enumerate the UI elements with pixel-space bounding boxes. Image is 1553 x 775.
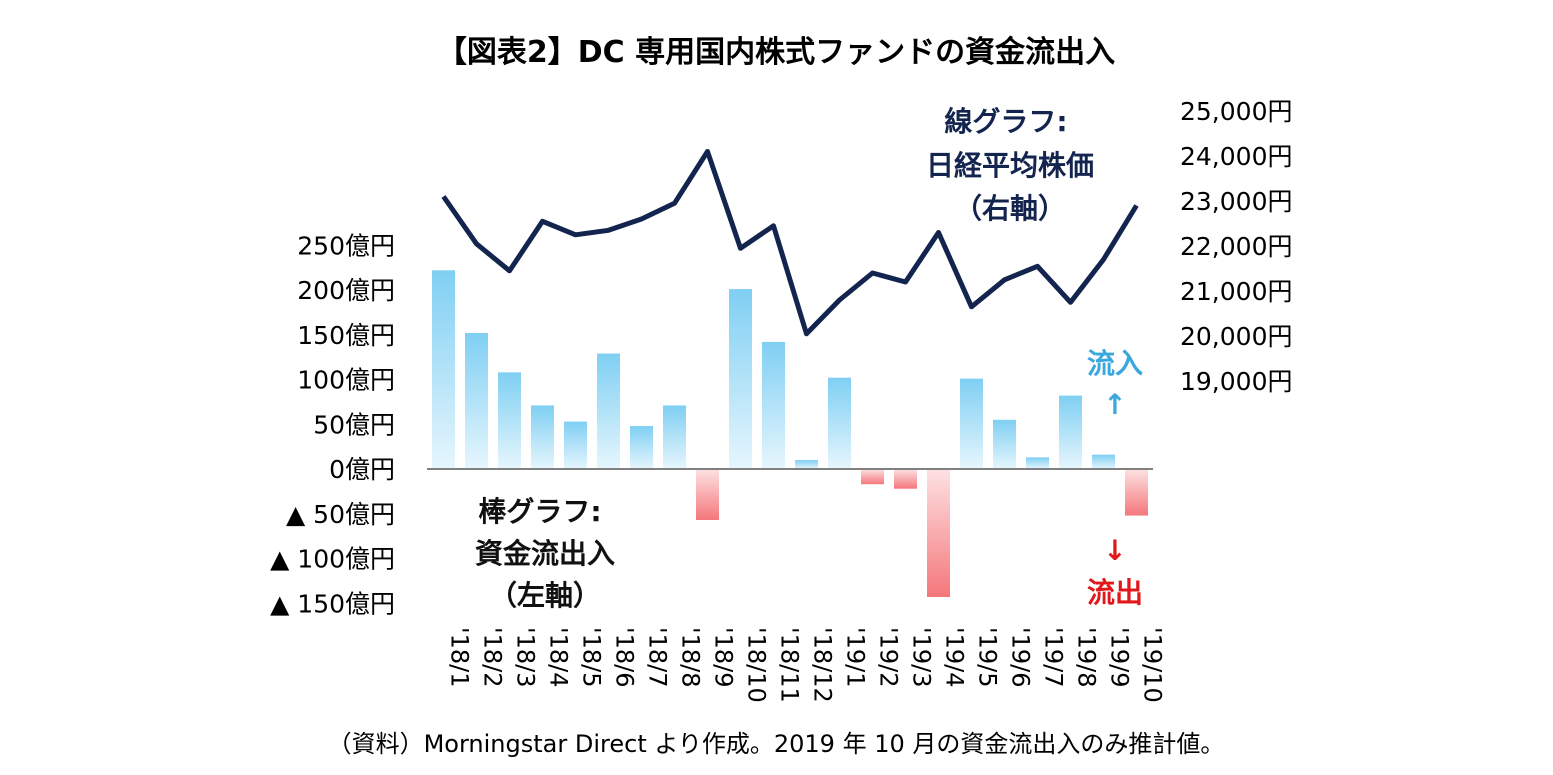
x-tick-label: '18/7 xyxy=(644,627,672,688)
x-tick-label: '18/3 xyxy=(512,627,540,688)
x-tick-label: '19/6 xyxy=(1007,627,1035,688)
left-tick-label: 0億円 xyxy=(329,455,395,484)
bar-inflow xyxy=(432,270,455,469)
bar-inflow xyxy=(531,405,554,469)
bar-inflow xyxy=(1059,395,1082,469)
line-annotation: 線グラフ: 日経平均株価 （右軸） xyxy=(926,105,1094,225)
left-tick-label: 50億円 xyxy=(313,410,395,439)
source-note: （資料）Morningstar Direct より作成。2019 年 10 月の… xyxy=(328,730,1225,758)
right-tick-label: 23,000円 xyxy=(1180,187,1292,216)
bar-outflow xyxy=(696,469,719,521)
bar-outflow xyxy=(894,469,917,489)
x-tick-label: '18/8 xyxy=(677,627,705,688)
right-tick-label: 25,000円 xyxy=(1180,97,1292,126)
left-tick-label: ▲ 100億円 xyxy=(270,545,395,574)
inflow-label: 流入 xyxy=(1087,347,1143,380)
line-series xyxy=(441,149,1139,337)
bar-inflow xyxy=(795,460,818,469)
bar-inflow xyxy=(498,372,521,469)
left-tick-label: 150億円 xyxy=(297,321,395,350)
x-tick-label: '19/2 xyxy=(875,627,903,688)
bar-inflow xyxy=(828,377,851,469)
bar-outflow xyxy=(927,469,950,597)
bar-inflow xyxy=(1026,457,1049,469)
x-tick-label: '19/9 xyxy=(1106,627,1134,688)
x-tick-label: '19/8 xyxy=(1073,627,1101,688)
x-tick-label: '18/10 xyxy=(743,627,771,703)
bar-inflow xyxy=(663,405,686,469)
left-tick-label: ▲ 50億円 xyxy=(286,500,395,529)
right-tick-label: 24,000円 xyxy=(1180,142,1292,171)
x-tick-label: '18/12 xyxy=(809,627,837,703)
left-tick-label: ▲ 150億円 xyxy=(270,589,395,618)
x-tick-label: '19/1 xyxy=(842,627,870,688)
bar-inflow xyxy=(960,378,983,469)
bar-annotation-2: 資金流出入 xyxy=(475,537,615,570)
left-tick-label: 200億円 xyxy=(297,276,395,305)
bar-inflow xyxy=(597,353,620,469)
left-axis: 250億円 200億円 150億円 100億円 50億円 0億円 ▲ 50億円 ▲ 100億円… xyxy=(270,231,395,618)
right-tick-label: 22,000円 xyxy=(1180,232,1292,261)
chart-title: 【図表2】DC 専用国内株式ファンドの資金流出入 xyxy=(437,35,1115,70)
bar-inflow xyxy=(1092,454,1115,469)
bar-inflow xyxy=(762,341,785,469)
bar-inflow xyxy=(729,289,752,469)
inflow-arrow-icon: ↑ xyxy=(1103,388,1126,421)
left-tick-label: 250億円 xyxy=(297,231,395,260)
right-tick-label: 20,000円 xyxy=(1180,322,1292,351)
nikkei-line xyxy=(441,149,1139,337)
line-annotation-1: 線グラフ: xyxy=(944,105,1067,138)
right-tick-label: 21,000円 xyxy=(1180,277,1292,306)
bar-annotation-1: 棒グラフ: xyxy=(478,495,601,528)
bar-inflow xyxy=(564,421,587,469)
x-tick-label: '18/5 xyxy=(578,627,606,688)
outflow-label: 流出 xyxy=(1087,576,1143,609)
bar-annotation-3: （左軸） xyxy=(489,579,601,612)
outflow-arrow-icon: ↓ xyxy=(1103,534,1126,567)
x-tick-label: '18/6 xyxy=(611,627,639,688)
right-axis: 25,000円 24,000円 23,000円 22,000円 21,000円 20,00… xyxy=(1180,97,1292,396)
x-tick-label: '18/9 xyxy=(710,627,738,688)
x-tick-label: '18/1 xyxy=(446,627,474,688)
bar-series xyxy=(432,270,1148,597)
x-tick-label: '19/4 xyxy=(941,627,969,688)
x-tick-label: '19/7 xyxy=(1040,627,1068,688)
bar-outflow xyxy=(1125,469,1148,516)
x-tick-label: '18/11 xyxy=(776,627,804,703)
bar-outflow xyxy=(861,469,884,485)
right-tick-label: 19,000円 xyxy=(1180,367,1292,396)
x-axis: '18/1'18/2'18/3'18/4'18/5'18/6'18/7'18/8… xyxy=(446,627,1167,703)
bar-inflow xyxy=(465,332,488,469)
line-annotation-2: 日経平均株価 xyxy=(926,149,1094,182)
x-tick-label: '19/5 xyxy=(974,627,1002,688)
line-annotation-3: （右軸） xyxy=(954,192,1066,225)
x-tick-label: '18/2 xyxy=(479,627,507,688)
bar-inflow xyxy=(630,426,653,469)
bar-inflow xyxy=(993,419,1016,469)
x-tick-label: '19/10 xyxy=(1139,627,1167,703)
left-tick-label: 100億円 xyxy=(297,366,395,395)
x-tick-label: '19/3 xyxy=(908,627,936,688)
x-tick-label: '18/4 xyxy=(545,627,573,688)
bar-annotation: 棒グラフ: 資金流出入 （左軸） xyxy=(475,495,615,612)
